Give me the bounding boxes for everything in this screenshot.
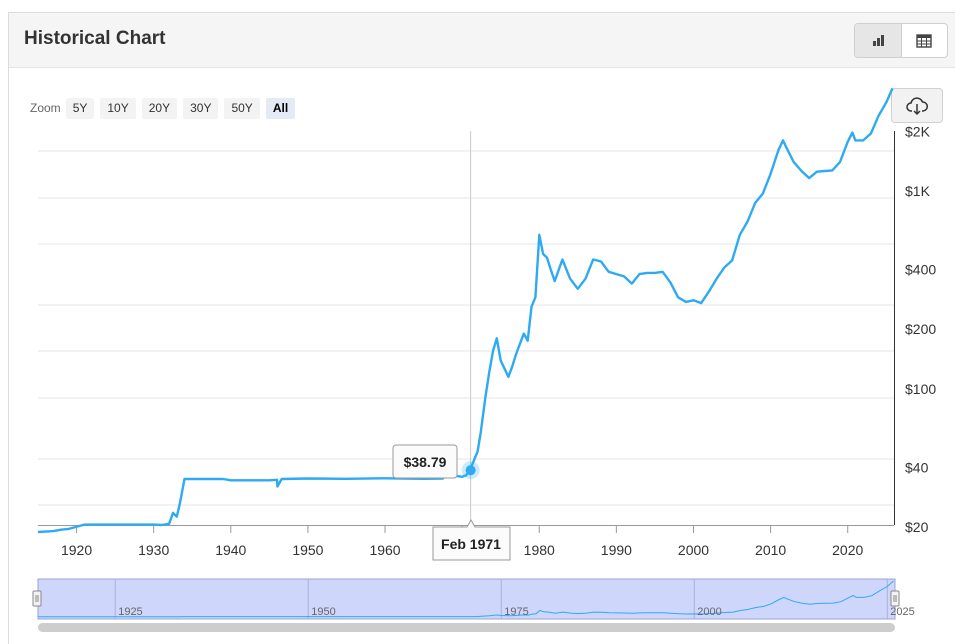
y-tick-label: $1K	[905, 183, 931, 199]
x-tick-label: 1990	[601, 542, 632, 558]
card-header: Historical Chart	[9, 13, 955, 68]
zoom-50y-button[interactable]: 50Y	[224, 97, 260, 119]
navigator-series-line	[38, 580, 894, 618]
table-view-button[interactable]	[902, 24, 948, 57]
y-tick-label: $400	[905, 262, 936, 278]
tooltip-value: $38.79	[404, 454, 447, 470]
navigator-tick-label: 1950	[311, 606, 335, 618]
navigator-tick-label: 2025	[890, 606, 914, 618]
date-tooltip: Feb 1971	[432, 518, 511, 561]
y-tick-label: $20	[905, 519, 929, 535]
zoom-30y-button[interactable]: 30Y	[183, 97, 219, 119]
navigator: 1925 1950 1975 2000 2025	[32, 578, 915, 632]
zoom-label: Zoom	[30, 101, 61, 115]
zoom-20y-button[interactable]: 20Y	[141, 97, 178, 119]
zoom-all-button[interactable]: All	[265, 97, 296, 119]
navigator-tick-label: 2000	[697, 606, 721, 618]
x-tick-label: 1940	[215, 542, 246, 558]
navigator-window[interactable]	[37, 578, 896, 620]
chart-view-button[interactable]	[855, 24, 902, 57]
hover-point	[465, 465, 476, 476]
table-icon	[916, 33, 932, 48]
x-tick-label: 1930	[138, 542, 169, 558]
page-title: Historical Chart	[24, 28, 166, 49]
y-tick-label: $40	[905, 460, 929, 476]
navigator-tick-label: 1975	[504, 606, 528, 618]
x-tick-label: 1950	[292, 542, 323, 558]
y-tick-label: $200	[905, 321, 936, 337]
x-tick-label: 1920	[61, 542, 92, 558]
navigator-scrollbar[interactable]	[38, 623, 895, 632]
bar-chart-icon	[872, 35, 884, 46]
zoom-5y-button[interactable]: 5Y	[65, 97, 95, 119]
download-button[interactable]	[891, 88, 943, 123]
x-tick-label: 1980	[524, 542, 555, 558]
price-series-line	[37, 87, 894, 534]
value-tooltip: $38.79	[392, 444, 458, 479]
tooltip-date: Feb 1971	[441, 536, 501, 552]
navigator-left-handle[interactable]	[32, 590, 42, 607]
y-tick-label: $100	[905, 381, 936, 397]
zoom-10y-button[interactable]: 10Y	[100, 97, 136, 119]
navigator-tick-label: 1925	[118, 606, 142, 618]
y-tick-label: $2K	[905, 123, 931, 139]
navigator-right-handle[interactable]	[890, 590, 900, 607]
x-tick-label: 2020	[832, 542, 863, 558]
cloud-download-icon	[906, 96, 928, 115]
x-tick-label: 1960	[369, 542, 400, 558]
zoom-selector: Zoom 5Y 10Y 20Y 30Y 50Y All	[30, 97, 301, 119]
x-tick-label: 2000	[678, 542, 709, 558]
view-toggle	[854, 23, 948, 58]
x-tick-label: 2010	[755, 542, 786, 558]
